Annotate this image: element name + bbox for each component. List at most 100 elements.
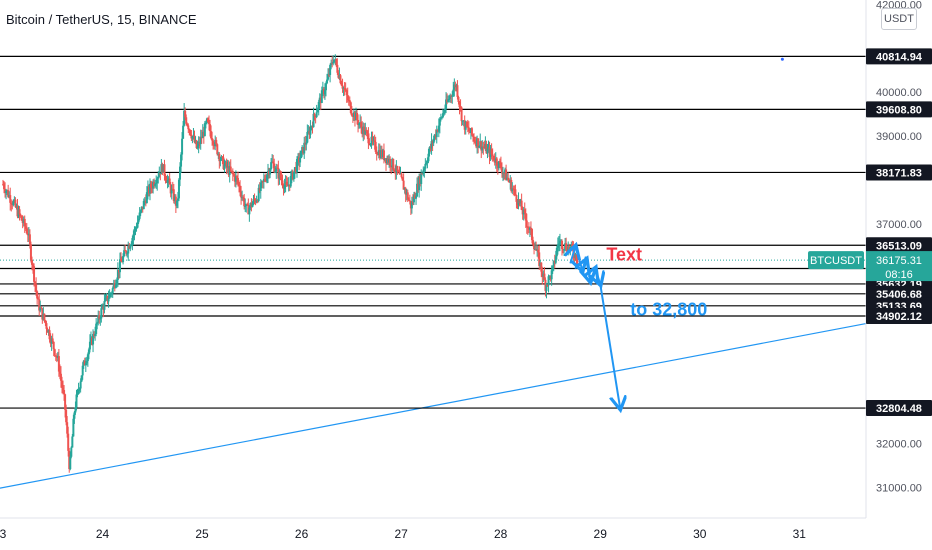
candle-body	[71, 436, 74, 448]
candle-body	[92, 333, 95, 345]
candle-body	[320, 90, 323, 103]
chart-annotation[interactable]: Text	[606, 245, 642, 265]
candle-body	[161, 164, 164, 173]
candle-body	[300, 150, 303, 159]
candle-body	[483, 147, 486, 149]
candle-body	[139, 210, 142, 213]
candle-body	[17, 209, 20, 217]
candle-body	[481, 146, 484, 151]
candle-body	[329, 65, 332, 75]
candle-body	[299, 158, 302, 163]
unit-badge[interactable]: USDT	[881, 8, 917, 30]
candle-body	[78, 388, 81, 390]
candle-body	[116, 269, 119, 280]
candle-body	[448, 98, 451, 100]
candle-body	[9, 195, 12, 203]
candle-body	[541, 271, 544, 277]
candle-body	[245, 203, 248, 207]
symbol-badge[interactable]	[808, 251, 864, 270]
candle-body	[476, 138, 479, 147]
projection-arrow[interactable]	[599, 283, 620, 408]
candle-body	[108, 293, 111, 299]
candle-body	[372, 140, 375, 142]
candle-body	[304, 142, 307, 145]
candle-body	[465, 121, 468, 127]
candle-body	[461, 120, 464, 122]
candle-body	[549, 275, 552, 280]
candle-body	[29, 244, 32, 260]
candle-body	[562, 248, 565, 250]
candle-body	[464, 121, 467, 130]
candle-body	[365, 130, 368, 132]
candle-body	[120, 259, 123, 262]
candle-body	[258, 187, 261, 191]
time-tick-label: 28	[494, 527, 508, 541]
candle-body	[271, 161, 274, 163]
candle-body	[447, 99, 450, 102]
candle-body	[507, 177, 510, 181]
candle-body	[528, 227, 531, 230]
projection-arrow[interactable]	[590, 269, 595, 281]
candle-body	[354, 112, 357, 121]
candle-body	[322, 88, 325, 95]
candle-body	[53, 349, 56, 356]
level-price-badge[interactable]	[866, 400, 932, 417]
candle-body	[428, 147, 431, 154]
candle-body	[532, 240, 535, 245]
candle-body	[77, 389, 80, 391]
candle-body	[8, 195, 11, 197]
current-price-badge[interactable]	[866, 251, 932, 282]
candle-body	[234, 176, 237, 182]
level-price-badge[interactable]	[866, 48, 932, 65]
level-price-badge[interactable]	[866, 101, 932, 118]
candle-body	[487, 147, 490, 149]
candle-body	[302, 147, 305, 154]
chart-annotation[interactable]: to 32,800	[630, 299, 707, 319]
candle-body	[490, 149, 493, 155]
candle-body	[196, 146, 199, 149]
level-price-badge[interactable]	[866, 237, 932, 254]
candle-body	[177, 179, 180, 199]
candle-body	[330, 62, 333, 66]
candle-body	[424, 163, 427, 169]
candle-body	[435, 130, 438, 138]
candle-body	[489, 149, 492, 157]
candle-body	[103, 301, 106, 310]
candle-body	[40, 307, 43, 309]
candle-body	[72, 418, 75, 437]
candle-body	[478, 146, 481, 148]
candle-body	[331, 62, 334, 64]
candle-body	[277, 167, 280, 179]
candle-body	[548, 275, 551, 277]
candle-body	[209, 124, 212, 132]
trend-line[interactable]	[0, 322, 867, 489]
candle-body	[91, 337, 94, 345]
candle-body	[124, 250, 127, 252]
candle-body	[415, 196, 418, 199]
candle-body	[381, 150, 384, 157]
candle-body	[356, 112, 359, 120]
candle-body	[332, 62, 335, 64]
candle-body	[463, 120, 466, 130]
candle-body	[6, 190, 9, 192]
candle-body	[380, 150, 383, 157]
candle-body	[11, 203, 14, 206]
candle-body	[164, 175, 167, 180]
candle-body	[421, 173, 424, 175]
candle-body	[534, 248, 537, 250]
candle-body	[151, 187, 154, 189]
candle-body	[513, 189, 516, 191]
candle-body	[198, 141, 201, 145]
candle-body	[576, 261, 579, 263]
candle-body	[25, 228, 28, 234]
projection-arrow[interactable]	[595, 268, 600, 284]
level-price-badge[interactable]	[866, 307, 932, 324]
level-price-badge[interactable]	[866, 164, 932, 181]
candle-body	[445, 99, 448, 110]
candle-body	[405, 192, 408, 195]
candle-body	[498, 161, 501, 163]
candle-body	[56, 356, 59, 358]
candle-body	[227, 166, 230, 175]
projection-arrow[interactable]	[586, 259, 590, 281]
